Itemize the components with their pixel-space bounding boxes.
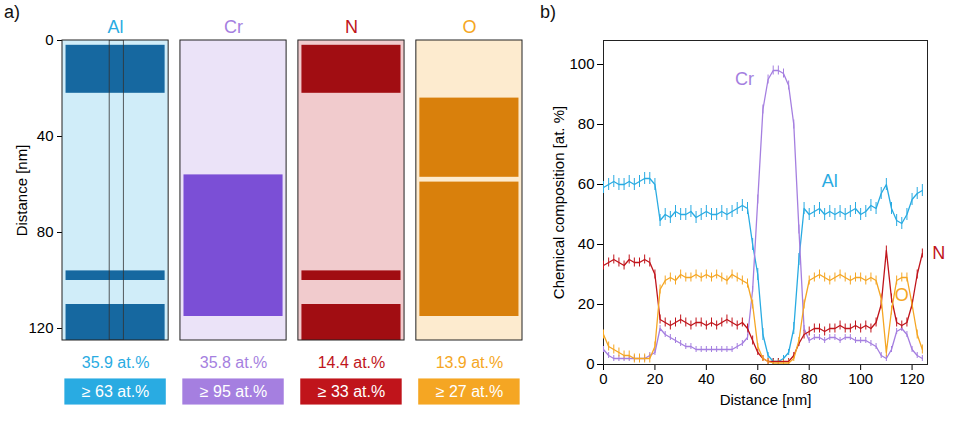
svg-text:Distance [nm]: Distance [nm] (13, 145, 30, 237)
svg-text:≥ 63 at.%: ≥ 63 at.% (82, 383, 149, 400)
svg-text:120: 120 (28, 319, 53, 336)
svg-text:N: N (932, 243, 945, 263)
svg-text:35.8 at.%: 35.8 at.% (200, 354, 268, 371)
svg-text:80: 80 (578, 115, 595, 132)
svg-text:40: 40 (37, 127, 54, 144)
svg-text:Cr: Cr (735, 69, 754, 89)
svg-text:≥ 95 at.%: ≥ 95 at.% (200, 383, 267, 400)
svg-text:Distance [nm]: Distance [nm] (720, 391, 812, 408)
svg-text:≥ 27 at.%: ≥ 27 at.% (436, 383, 503, 400)
svg-text:80: 80 (37, 223, 54, 240)
svg-text:35.9 at.%: 35.9 at.% (82, 354, 150, 371)
svg-text:≥ 33 at.%: ≥ 33 at.% (318, 383, 385, 400)
svg-text:40: 40 (578, 235, 595, 252)
svg-text:O: O (895, 285, 909, 305)
svg-text:O: O (462, 17, 476, 37)
svg-text:100: 100 (569, 55, 594, 72)
svg-text:40: 40 (698, 370, 715, 387)
svg-text:20: 20 (647, 370, 664, 387)
svg-text:120: 120 (900, 370, 925, 387)
svg-text:20: 20 (578, 295, 595, 312)
svg-text:80: 80 (801, 370, 818, 387)
svg-text:60: 60 (578, 175, 595, 192)
svg-text:0: 0 (586, 355, 594, 372)
svg-text:13.9 at.%: 13.9 at.% (436, 354, 504, 371)
svg-text:Al: Al (822, 171, 838, 191)
svg-text:Cr: Cr (224, 17, 243, 37)
svg-text:N: N (345, 17, 358, 37)
svg-text:Al: Al (108, 17, 124, 37)
html-text:a): a) (4, 2, 20, 22)
svg-text:60: 60 (749, 370, 766, 387)
svg-text:14.4 at.%: 14.4 at.% (318, 354, 386, 371)
svg-text:100: 100 (848, 370, 873, 387)
svg-text:0: 0 (599, 370, 607, 387)
svg-text:0: 0 (45, 31, 53, 48)
svg-text:Chemical composition [at. %]: Chemical composition [at. %] (550, 106, 567, 299)
html-text:b): b) (540, 2, 556, 22)
